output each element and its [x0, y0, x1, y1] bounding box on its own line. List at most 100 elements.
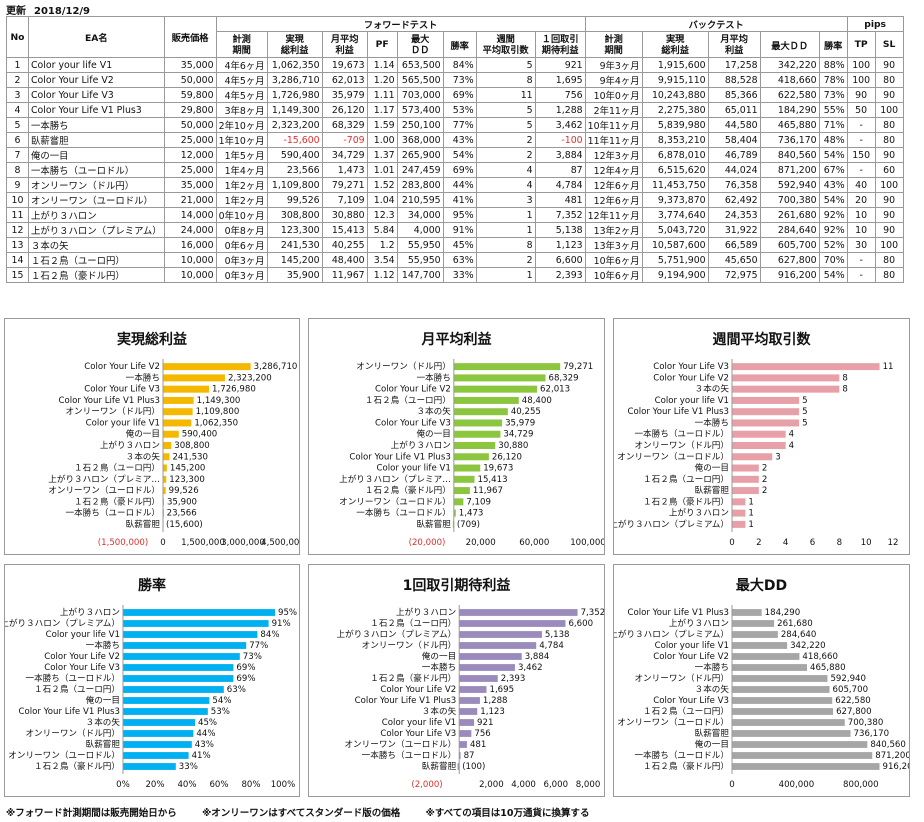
- table-cell: 3.54: [366, 252, 398, 268]
- category-label: １石２鳥（豪ドル円）: [370, 672, 456, 684]
- category-label: 一本勝ち（ユーロドル）: [634, 428, 729, 440]
- table-cell: 46,789: [707, 147, 761, 163]
- bar: [459, 664, 515, 671]
- category-label: ３本の矢: [422, 705, 457, 717]
- table-cell: 916,200: [759, 267, 820, 283]
- category-label: Color Your Life V2: [653, 652, 729, 662]
- table-cell: 91%: [442, 222, 477, 238]
- value-label: 700,380: [848, 718, 884, 728]
- category-label: １石２鳥（ユーロ円）: [370, 617, 456, 629]
- value-label: 5: [802, 407, 807, 417]
- tick-label: (20,000): [409, 538, 446, 548]
- category-label: オンリーワン（ユーロドル）: [339, 496, 451, 507]
- table-cell: 92%: [818, 222, 848, 238]
- category-label: オンリーワン（ドル円）: [362, 640, 457, 651]
- table-cell: 921: [534, 57, 586, 73]
- category-label: １石２鳥（ユーロ円）: [34, 683, 120, 695]
- table-cell: 1.37: [366, 147, 398, 163]
- tick-label: 12: [888, 538, 899, 548]
- tick-label: 3,000,000: [221, 538, 265, 548]
- bar: [123, 675, 234, 682]
- value-label: 91%: [272, 619, 291, 629]
- category-label: 上がり３ハロン（プレミア…: [48, 473, 160, 485]
- bar: [459, 752, 461, 759]
- table-cell: Color your life V1: [28, 57, 165, 73]
- value-label: 34,729: [503, 430, 533, 440]
- table-cell: Color Your Life V3: [28, 87, 165, 103]
- value-label: 62,013: [540, 385, 570, 395]
- category-label: Color Your Life V1 Plus3: [18, 707, 120, 717]
- value-label: 8: [842, 373, 847, 383]
- bar: [459, 653, 522, 660]
- category-label: １石２鳥（ユーロ円）: [643, 473, 729, 485]
- table-cell: 50: [846, 102, 876, 118]
- table-cell: 72,975: [707, 267, 761, 283]
- table-cell: 1,726,980: [266, 87, 323, 103]
- category-label: Color Your Life V1 Plus3: [627, 407, 729, 417]
- table-cell: 250,100: [396, 117, 444, 133]
- bar: [732, 730, 851, 737]
- header-f-exp: １回取引 期待利益: [534, 31, 586, 58]
- table-cell: 150: [846, 147, 876, 163]
- table-cell: 45%: [442, 237, 477, 253]
- bar: [459, 708, 478, 715]
- value-label: 1,123: [480, 707, 505, 717]
- table-cell: 100: [846, 72, 876, 88]
- table-cell: 14,000: [163, 207, 217, 223]
- table-cell: 69%: [442, 87, 477, 103]
- table-cell: 70%: [818, 252, 848, 268]
- category-label: Color your life V1: [376, 464, 450, 474]
- table-cell: 1: [475, 207, 536, 223]
- table-row: 14 １石２鳥（ユーロ円） 10,000 0年3ヶ月 145,200 48,400 3.54…: [6, 252, 904, 268]
- table-cell: 44%: [442, 177, 477, 193]
- table-cell: 123,300: [266, 222, 323, 238]
- value-label: 284,640: [781, 630, 817, 640]
- category-label: 俺の一目: [86, 694, 120, 706]
- category-label: オンリーワン（ユーロドル）: [344, 739, 456, 750]
- value-label: (100): [462, 762, 485, 772]
- table-cell: -: [846, 117, 876, 133]
- table-row: 11 上がり３ハロン 14,000 0年10ヶ月 308,800 30,880 12.3 34…: [6, 207, 904, 223]
- table-cell: 12年6ヶ月: [584, 177, 643, 193]
- header-f-weekly: 週間 平均取引数: [475, 31, 536, 58]
- category-label: 上がり３ハロン: [60, 606, 120, 618]
- value-label: 1: [748, 520, 753, 530]
- table-cell: 9年3ヶ月: [584, 57, 643, 73]
- table-cell: 8: [475, 237, 536, 253]
- table-cell: 147,700: [396, 267, 444, 283]
- table-cell: 247,459: [396, 162, 444, 178]
- header-back: バックテスト: [584, 16, 848, 32]
- table-cell: 13年3ヶ月: [584, 237, 643, 253]
- value-label: 4: [789, 430, 794, 440]
- bar: [453, 385, 538, 393]
- table-cell: 3,286,710: [266, 72, 323, 88]
- table-cell: 653,500: [396, 57, 444, 73]
- chart-monthly-profit: 月平均利益 オンリーワン（ドル円） 79,271 一本勝ち 68,329 Color Yo…: [308, 318, 605, 555]
- category-label: Color Your Life V2: [375, 385, 451, 395]
- value-label: 11,967: [473, 486, 503, 496]
- value-label: 87: [464, 751, 475, 761]
- bar: [732, 653, 800, 660]
- value-label: 916,200: [883, 762, 909, 772]
- category-label: 一本勝ち（ユーロドル）: [362, 749, 457, 761]
- table-cell: 62,492: [707, 192, 761, 208]
- table-cell: 145,200: [266, 252, 323, 268]
- table-cell: 66,589: [707, 237, 761, 253]
- table-cell: 90: [874, 147, 904, 163]
- bar: [732, 430, 786, 438]
- bar: [732, 708, 834, 715]
- table-cell: 9: [6, 177, 29, 193]
- table-cell: 6,878,010: [641, 147, 709, 163]
- category-label: １石２鳥（豪ドル円）: [34, 760, 120, 772]
- category-label: 一本勝ち（ユーロドル）: [356, 507, 451, 519]
- table-cell: 20: [846, 192, 876, 208]
- table-cell: 7: [6, 147, 29, 163]
- table-cell: 上がり３ハロン: [28, 207, 165, 223]
- table-cell: -: [846, 267, 876, 283]
- bar: [453, 363, 561, 371]
- table-cell: 11,453,750: [641, 177, 709, 193]
- table-cell: 2: [6, 72, 29, 88]
- category-label: 上がり３ハロン: [100, 439, 160, 451]
- table-cell: 30: [846, 237, 876, 253]
- value-label: 54%: [212, 696, 231, 706]
